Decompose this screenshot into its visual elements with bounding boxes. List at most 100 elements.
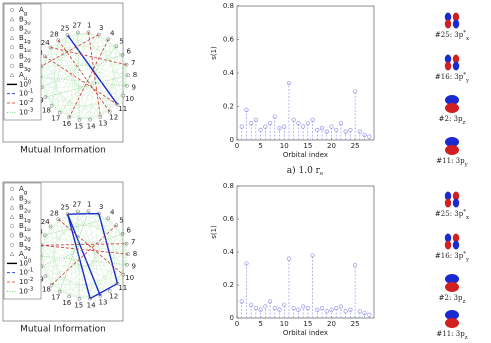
mi-node-label: 11	[118, 105, 127, 113]
orbital-lobe	[452, 19, 460, 29]
mi-node	[57, 110, 62, 115]
mi-node	[120, 231, 125, 236]
mi-node-label: 1	[87, 200, 91, 208]
mi-node-label: 24	[41, 39, 50, 47]
mi-edge	[40, 34, 100, 67]
mi-node-label: 27	[72, 21, 81, 29]
legend-label: 100	[19, 79, 32, 89]
mi-node-label: 17	[51, 294, 60, 302]
mi-weak-edge	[88, 211, 101, 296]
stem-marker	[338, 121, 344, 126]
mi-edge	[77, 32, 80, 120]
legend-symbol	[9, 242, 15, 247]
mi-weak-edge	[67, 213, 127, 244]
mi-node	[125, 83, 129, 88]
legend-symbol	[9, 195, 15, 201]
mi-weak-edge	[59, 233, 123, 292]
mi-edge	[89, 282, 118, 300]
legend-symbol	[9, 251, 15, 256]
legend-symbol	[9, 16, 15, 22]
mi-weak-edge	[77, 211, 110, 291]
mi-weak-edge	[40, 66, 118, 105]
y-tick-label: 0.2	[223, 281, 234, 289]
legend-label-base: 10	[19, 259, 28, 267]
mi-weak-edge	[67, 214, 80, 299]
mi-node-label: 14	[87, 123, 96, 131]
mi-weak-edge	[59, 32, 89, 113]
mi-weak-edge	[40, 245, 118, 284]
stem-marker	[263, 124, 268, 129]
legend-label-sub: 3g	[24, 66, 31, 72]
legend-label: 10-2	[19, 98, 33, 108]
orbital-label: #2: 3pz	[439, 115, 466, 126]
stem-marker	[319, 126, 325, 131]
mi-node	[114, 223, 119, 228]
mi-weak-edge	[89, 213, 100, 299]
mi-node-label: 7	[131, 238, 135, 246]
mi-node-label: 9	[132, 83, 136, 91]
mi-node	[57, 289, 62, 294]
mi-weak-edge	[51, 243, 127, 285]
mi-weak-edge	[50, 47, 101, 117]
legend-label-main: A	[19, 71, 24, 79]
mi-node	[124, 62, 129, 67]
mi-weak-edge	[45, 35, 68, 98]
mi-node-label: 5	[119, 37, 123, 45]
orbital-lobe	[452, 240, 460, 250]
stem-marker	[343, 309, 348, 314]
mi-node-label: 4	[110, 208, 115, 216]
mi-node-label: 25	[61, 204, 70, 212]
legend-label-sub: 3u	[24, 199, 31, 205]
x-tick-label: 10	[280, 320, 289, 328]
orbital-label: #11: 3py	[436, 157, 468, 168]
mi-edge	[66, 213, 102, 297]
mi-edge	[67, 212, 99, 215]
stem-marker	[324, 309, 329, 314]
mi-node	[56, 38, 61, 43]
legend-label-sup: 0	[28, 258, 32, 264]
mi-weak-edge	[67, 34, 127, 65]
legend-label-sub: 2g	[24, 57, 31, 63]
mi-node	[49, 282, 54, 287]
legend-label-main: B	[19, 222, 24, 230]
legend-label-main: B	[19, 232, 24, 240]
stem-marker	[305, 121, 310, 126]
mi-weak-edge	[41, 64, 127, 67]
legend-label-sup: 0	[28, 79, 32, 85]
mi-weak-edge	[41, 87, 101, 118]
stem-marker	[334, 127, 339, 133]
legend-label-sup: -3	[28, 286, 34, 292]
panel-caption-text: a) 1.0 r	[287, 165, 321, 176]
stem-marker	[329, 124, 334, 129]
legend-label-sup: -3	[28, 107, 34, 113]
mi-weak-edge	[58, 219, 91, 299]
legend-label-sub: 3u	[24, 20, 31, 26]
mi-weak-edge	[50, 47, 60, 113]
legend-label-main: A	[19, 185, 24, 193]
stem-marker	[253, 117, 258, 122]
stem-marker	[301, 124, 306, 129]
orbital-lobe	[444, 12, 452, 22]
legend-label-sub: u	[24, 255, 28, 261]
mi-node-label: 25	[61, 25, 70, 33]
stem-marker	[319, 306, 325, 311]
legend-label: 10-1	[19, 88, 33, 98]
panel-caption-sub: e	[320, 171, 323, 177]
mi-edge	[58, 218, 124, 276]
legend-label: Au	[19, 250, 27, 261]
stem-marker	[367, 134, 372, 139]
stem-marker	[277, 126, 282, 131]
stem-marker	[258, 127, 263, 133]
mi-node	[120, 52, 125, 57]
orbital-lobe	[452, 12, 460, 22]
mi-node	[76, 30, 80, 35]
legend-label-sup: -2	[28, 277, 33, 283]
panel-caption: a) 1.0 re	[287, 165, 323, 177]
legend-label-sup: -1	[28, 267, 33, 273]
legend-label-base: 10	[19, 108, 28, 116]
legend-label-sub: 1g	[24, 217, 31, 223]
legend-frame	[3, 182, 42, 300]
stem-marker	[353, 263, 358, 268]
stem-marker	[338, 304, 344, 309]
legend-label: B3u	[19, 194, 31, 205]
